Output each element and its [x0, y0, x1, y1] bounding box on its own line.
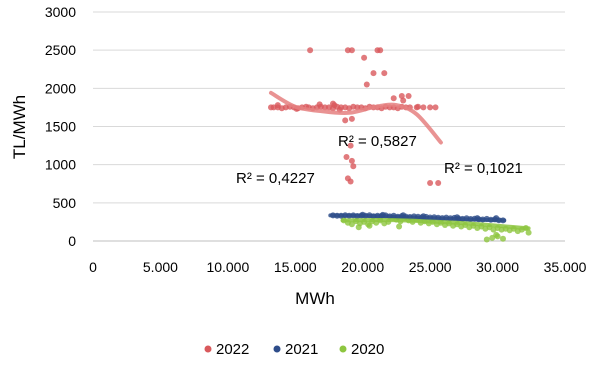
point-2022	[427, 104, 434, 111]
point-2022	[377, 47, 384, 54]
trendline-2020	[340, 217, 531, 231]
point-2020	[366, 222, 373, 229]
legend-label-2021: 2021	[285, 341, 318, 358]
point-2022	[420, 104, 427, 111]
y-tick-label: 3000	[45, 4, 76, 20]
point-2020	[493, 231, 500, 238]
y-tick-label: 2500	[45, 42, 76, 58]
point-2022	[435, 180, 442, 186]
y-tick-label: 1000	[45, 157, 76, 173]
point-2020	[483, 236, 490, 243]
x-tick-label: 10.000	[206, 259, 249, 275]
point-2022	[363, 81, 370, 88]
point-2022	[348, 47, 355, 54]
point-2020	[396, 223, 403, 230]
point-2020	[525, 229, 532, 236]
point-2022	[307, 47, 314, 54]
y-tick-label: 2000	[45, 80, 76, 96]
point-2022	[381, 70, 388, 77]
trendline-2022	[269, 90, 443, 145]
y-tick-label: 500	[53, 195, 77, 211]
trend-lines	[269, 90, 531, 231]
point-2020	[355, 224, 362, 231]
legend: 2022 2021 2020	[204, 341, 384, 358]
point-2022	[347, 178, 354, 185]
point-2020	[500, 235, 506, 242]
trendline-2021	[328, 213, 507, 223]
gridlines	[93, 11, 565, 204]
legend-marker-2021	[273, 345, 281, 353]
x-tick-label: 5.000	[143, 259, 178, 275]
point-2022	[432, 104, 439, 111]
point-2022	[400, 97, 407, 104]
legend-marker-2022	[204, 345, 212, 353]
x-tick-label: 35.000	[544, 259, 587, 275]
point-2022	[370, 70, 377, 77]
legend-marker-2020	[339, 345, 347, 353]
point-2022	[274, 102, 281, 109]
point-2022	[354, 104, 361, 111]
point-2022	[343, 154, 350, 160]
x-axis-ticks: 0 5.000 10.000 15.000 20.000 25.000 30.000 35.0…	[89, 259, 587, 275]
y-axis-ticks: 0 500 1000 1500 2000 2500 3000	[45, 4, 76, 249]
point-2022	[415, 103, 421, 110]
r2-label-2020: R² = 0,1021	[444, 160, 523, 177]
point-2022	[347, 142, 354, 149]
point-2022	[361, 54, 368, 61]
point-2022	[330, 100, 336, 107]
point-2022	[342, 117, 349, 124]
x-tick-label: 15.000	[274, 259, 317, 275]
point-2022	[316, 101, 323, 108]
point-2022	[427, 180, 434, 186]
y-tick-label: 1500	[45, 119, 76, 135]
point-2022	[350, 163, 357, 170]
x-tick-label: 30.000	[476, 259, 519, 275]
r-squared-labels: R² = 0,5827 R² = 0,4227 R² = 0,1021	[236, 133, 523, 187]
point-2022	[405, 93, 412, 99]
x-tick-label: 0	[89, 259, 97, 275]
point-2022	[348, 157, 355, 164]
point-2020	[348, 221, 355, 228]
y-axis-title: TL/MWh	[10, 95, 29, 159]
x-tick-label: 20.000	[341, 259, 384, 275]
legend-label-2022: 2022	[216, 341, 249, 358]
y-tick-label: 0	[68, 233, 76, 249]
r2-label-2021: R² = 0,4227	[236, 170, 315, 187]
r2-label-2022: R² = 0,5827	[338, 133, 417, 150]
x-tick-label: 25.000	[409, 259, 452, 275]
point-2022	[390, 95, 397, 102]
point-2022	[398, 93, 405, 99]
x-axis-title: MWh	[295, 289, 335, 308]
point-2022	[348, 115, 355, 122]
legend-label-2020: 2020	[351, 341, 384, 358]
